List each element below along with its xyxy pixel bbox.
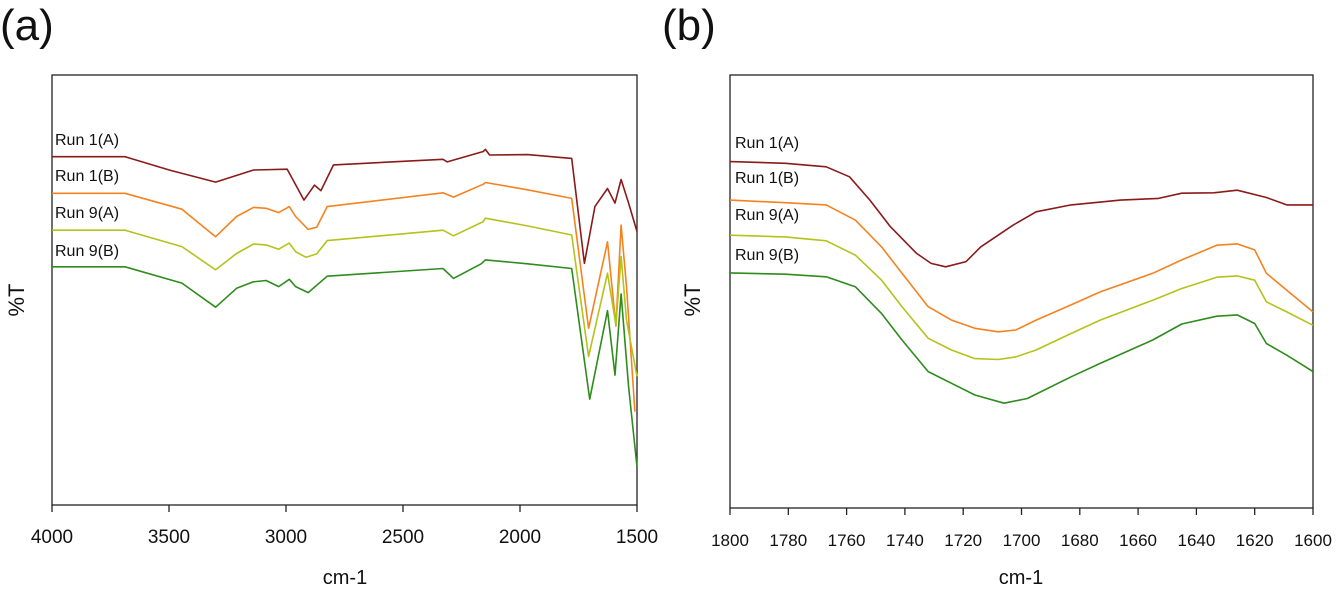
series-label: Run 1(B) [735, 170, 799, 187]
x-tick-label: 1620 [1236, 531, 1274, 550]
series-label: Run 1(A) [735, 135, 799, 152]
x-tick-label: 1760 [828, 531, 866, 550]
x-tick-label: 3000 [265, 527, 307, 548]
series-line-run-1-b [52, 181, 636, 412]
x-tick-label: 1640 [1177, 531, 1215, 550]
y-axis-label: %T [4, 284, 29, 317]
series-line-run-1-a [729, 160, 1313, 268]
x-tick-label: 1780 [769, 531, 807, 550]
x-axis-label: cm-1 [999, 567, 1043, 589]
series-line-run-9-a [729, 234, 1314, 361]
series-label: Run 1(B) [55, 168, 119, 185]
x-axis-label: cm-1 [323, 567, 367, 589]
x-tick-label: 2500 [382, 527, 424, 548]
plot-frame [729, 74, 1314, 509]
x-tick-label: 1660 [1119, 531, 1157, 550]
x-tick-label: 2000 [499, 527, 541, 548]
x-tick-label: 3500 [148, 527, 190, 548]
panel-label: (b) [662, 1, 716, 50]
series-line-run-9-b [729, 272, 1314, 404]
plot-frame [51, 74, 638, 506]
panel-a: (a) 4000 3500 3000 2500 2000 1500 cm-1 %T Run 1(A… [0, 1, 658, 589]
series-label: Run 9(A) [735, 207, 799, 224]
series-label: Run 9(B) [55, 243, 119, 260]
series-line-run-9-b [52, 259, 638, 467]
series-line-run-1-b [729, 199, 1314, 333]
series-label: Run 1(A) [55, 132, 119, 149]
x-tick-label: 1680 [1061, 531, 1099, 550]
y-axis-label: %T [680, 284, 705, 317]
panel-b: (b) 1800 1780 1760 1740 1720 1700 1680 1660 1640 1… [662, 1, 1332, 589]
series-line-run-9-a [52, 217, 638, 377]
series-line-run-1-a [52, 148, 638, 265]
series-label: Run 9(A) [55, 205, 119, 222]
x-tick-label: 1700 [1003, 531, 1041, 550]
series-label: Run 9(B) [735, 247, 799, 264]
x-tick-label: 4000 [31, 527, 73, 548]
x-tick-label: 1800 [711, 531, 749, 550]
panel-label: (a) [0, 1, 54, 50]
x-tick-label: 1500 [616, 527, 658, 548]
x-tick-label: 1600 [1294, 531, 1332, 550]
x-tick-label: 1740 [886, 531, 924, 550]
x-tick-label: 1720 [944, 531, 982, 550]
